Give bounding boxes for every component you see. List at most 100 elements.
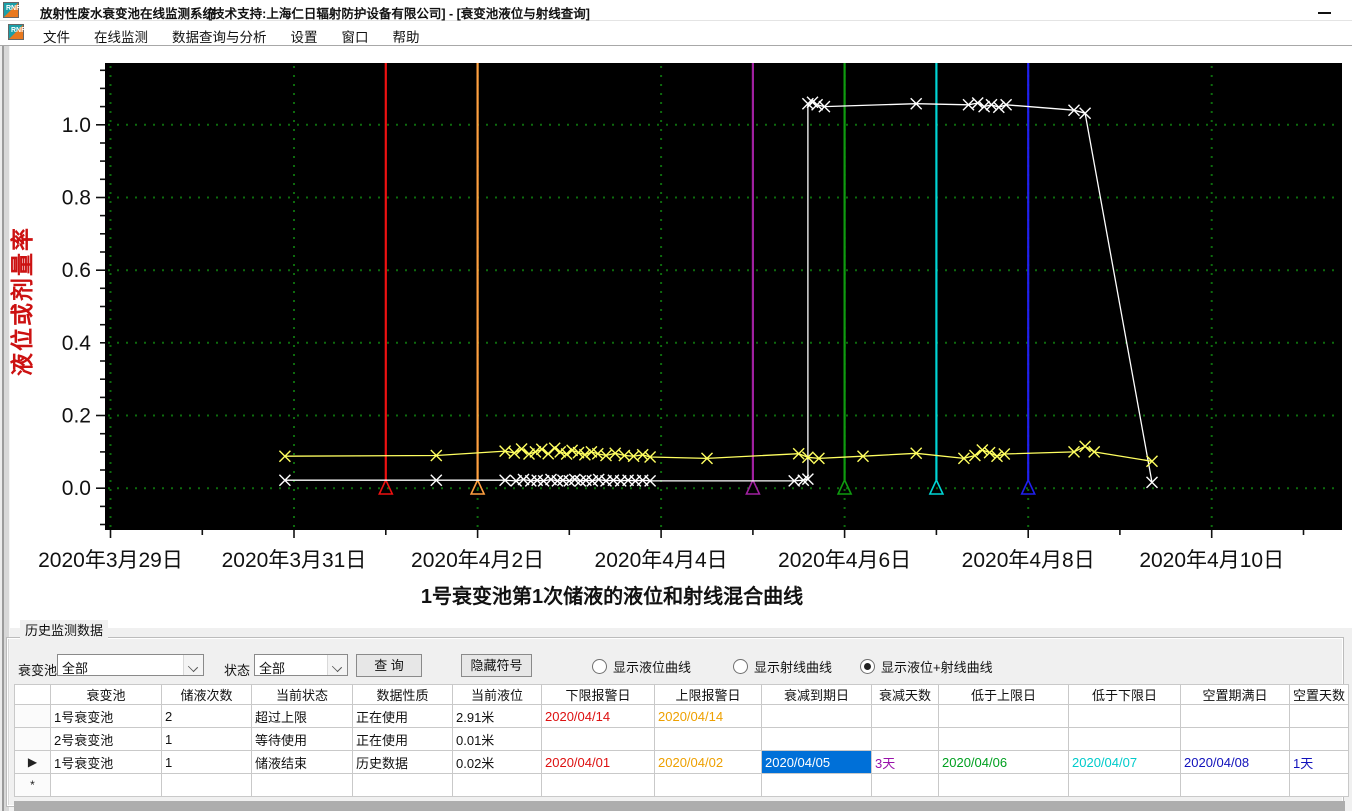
column-header[interactable]: 下限报警日 xyxy=(541,684,655,705)
column-header[interactable]: 储液次数 xyxy=(161,684,252,705)
row-marker[interactable]: * xyxy=(14,773,51,797)
column-header[interactable]: 上限报警日 xyxy=(654,684,762,705)
grid-cell[interactable] xyxy=(1288,773,1350,797)
table-row: 1号衰变池 2 超过上限 正在使用 2.91米 2020/04/14 2020/04/14 xyxy=(14,704,1350,728)
grid-cell[interactable]: 2020/04/14 xyxy=(541,704,655,728)
history-data-grid[interactable]: 衰变池 储液次数 当前状态 数据性质 当前液位 下限报警日 上限报警日 衰减到期日 衰减天数 低于… xyxy=(14,684,1350,797)
column-header[interactable]: 空置期满日 xyxy=(1180,684,1290,705)
grid-cell[interactable]: 1 xyxy=(161,750,252,774)
column-header[interactable]: 数据性质 xyxy=(352,684,453,705)
row-marker[interactable] xyxy=(14,704,51,728)
grid-cell[interactable] xyxy=(50,773,162,797)
grid-cell[interactable] xyxy=(352,773,453,797)
grid-cell[interactable]: 等待使用 xyxy=(251,727,353,751)
chart-panel: 0.0 0.2 0.4 0.6 0.8 1.0 2020年3月29日 2020年3月31日 20… xyxy=(9,46,1352,628)
grid-cell[interactable]: 历史数据 xyxy=(352,750,453,774)
radio-icon[interactable] xyxy=(860,659,875,674)
grid-cell[interactable] xyxy=(1180,727,1290,751)
radio-icon[interactable] xyxy=(592,659,607,674)
grid-cell[interactable] xyxy=(452,773,542,797)
grid-cell[interactable] xyxy=(761,704,872,728)
grid-cell[interactable] xyxy=(654,727,762,751)
grid-cell[interactable] xyxy=(871,727,939,751)
grid-cell[interactable] xyxy=(938,727,1069,751)
radio-show-ray-curve[interactable]: 显示射线曲线 xyxy=(733,657,832,676)
grid-cell[interactable]: 1号衰变池 xyxy=(50,750,162,774)
grid-cell[interactable] xyxy=(1180,704,1290,728)
grid-cell[interactable] xyxy=(1068,727,1181,751)
grid-cell[interactable]: 2020/04/08 xyxy=(1180,750,1290,774)
column-header[interactable]: 空置天数 xyxy=(1288,684,1350,705)
grid-cell[interactable] xyxy=(1068,773,1181,797)
hide-symbols-button[interactable]: 隐藏符号 xyxy=(461,654,532,677)
radio-show-level-plus-ray-curve[interactable]: 显示液位+射线曲线 xyxy=(860,657,993,676)
grid-cell[interactable]: 2020/04/07 xyxy=(1068,750,1181,774)
grid-cell[interactable] xyxy=(1068,704,1181,728)
grid-cell[interactable]: 2020/04/05 xyxy=(761,750,872,774)
grid-cell[interactable]: 3天 xyxy=(871,750,939,774)
status-filter-select[interactable]: 全部 xyxy=(254,654,348,676)
column-header[interactable]: 当前状态 xyxy=(251,684,353,705)
menu-item-data-query-analysis[interactable]: 数据查询与分析 xyxy=(172,30,267,45)
grid-cell[interactable]: 2 xyxy=(161,704,252,728)
table-row: 2号衰变池 1 等待使用 正在使用 0.01米 xyxy=(14,727,1350,751)
grid-cell[interactable]: 2020/04/06 xyxy=(938,750,1069,774)
column-header[interactable]: 低于下限日 xyxy=(1068,684,1181,705)
grid-cell[interactable]: 2.91米 xyxy=(452,704,542,728)
grid-cell[interactable]: 2020/04/01 xyxy=(541,750,655,774)
grid-cell[interactable] xyxy=(541,773,655,797)
grid-cell[interactable] xyxy=(1288,727,1350,751)
grid-cell[interactable]: 2020/04/14 xyxy=(654,704,762,728)
grid-cell[interactable] xyxy=(938,704,1069,728)
grid-cell[interactable]: 正在使用 xyxy=(352,727,453,751)
row-marker[interactable] xyxy=(14,727,51,751)
radio-show-level-curve[interactable]: 显示液位曲线 xyxy=(592,657,691,676)
grid-cell[interactable]: 超过上限 xyxy=(251,704,353,728)
grid-cell[interactable]: 2号衰变池 xyxy=(50,727,162,751)
window-left-border xyxy=(0,46,10,811)
query-button[interactable]: 查 询 xyxy=(356,654,422,677)
grid xyxy=(108,66,1340,527)
grid-cell[interactable] xyxy=(161,773,252,797)
column-header[interactable]: 当前液位 xyxy=(452,684,542,705)
grid-cell[interactable]: 1 xyxy=(161,727,252,751)
grid-cell[interactable]: 0.01米 xyxy=(452,727,542,751)
pool-filter-select[interactable]: 全部 xyxy=(57,654,204,676)
menu-item-window[interactable]: 窗口 xyxy=(341,30,369,45)
grid-cell[interactable] xyxy=(761,727,872,751)
column-header[interactable]: 低于上限日 xyxy=(938,684,1069,705)
grid-cell[interactable] xyxy=(938,773,1069,797)
y-tick-label: 0.4 xyxy=(62,332,92,355)
pool-filter-label: 衰变池 xyxy=(18,663,58,678)
grid-cell[interactable]: 储液结束 xyxy=(251,750,353,774)
child-window-icon: RNRi xyxy=(8,24,28,40)
grid-cell[interactable]: 正在使用 xyxy=(352,704,453,728)
column-header[interactable]: 衰变池 xyxy=(50,684,162,705)
menu-separator xyxy=(0,45,1352,46)
menu-item-online-monitoring[interactable]: 在线监测 xyxy=(94,30,148,45)
menu-item-help[interactable]: 帮助 xyxy=(392,30,420,45)
x-tick-label: 2020年4月10日 xyxy=(1139,549,1284,572)
grid-cell[interactable] xyxy=(541,727,655,751)
grid-cell[interactable]: 1号衰变池 xyxy=(50,704,162,728)
grid-cell[interactable]: 2020/04/02 xyxy=(654,750,762,774)
grid-cell[interactable] xyxy=(871,704,939,728)
menu-item-file[interactable]: 文件 xyxy=(43,30,70,45)
grid-cell[interactable] xyxy=(761,773,872,797)
column-header[interactable]: 衰减到期日 xyxy=(761,684,872,705)
radio-icon[interactable] xyxy=(733,659,748,674)
x-tick-label: 2020年4月2日 xyxy=(411,549,544,572)
grid-cell[interactable]: 0.02米 xyxy=(452,750,542,774)
grid-cell[interactable] xyxy=(1180,773,1290,797)
chevron-down-icon[interactable] xyxy=(327,655,347,675)
menu-item-settings[interactable]: 设置 xyxy=(290,30,318,45)
grid-cell[interactable] xyxy=(251,773,353,797)
chevron-down-icon[interactable] xyxy=(183,655,203,675)
grid-cell[interactable] xyxy=(1288,704,1350,728)
grid-cell[interactable] xyxy=(654,773,762,797)
grid-cell[interactable] xyxy=(871,773,939,797)
column-header[interactable]: 衰减天数 xyxy=(871,684,939,705)
row-marker[interactable]: ▶ xyxy=(14,750,51,774)
minimize-icon[interactable] xyxy=(1314,3,1336,17)
grid-cell[interactable]: 1天 xyxy=(1288,750,1350,774)
